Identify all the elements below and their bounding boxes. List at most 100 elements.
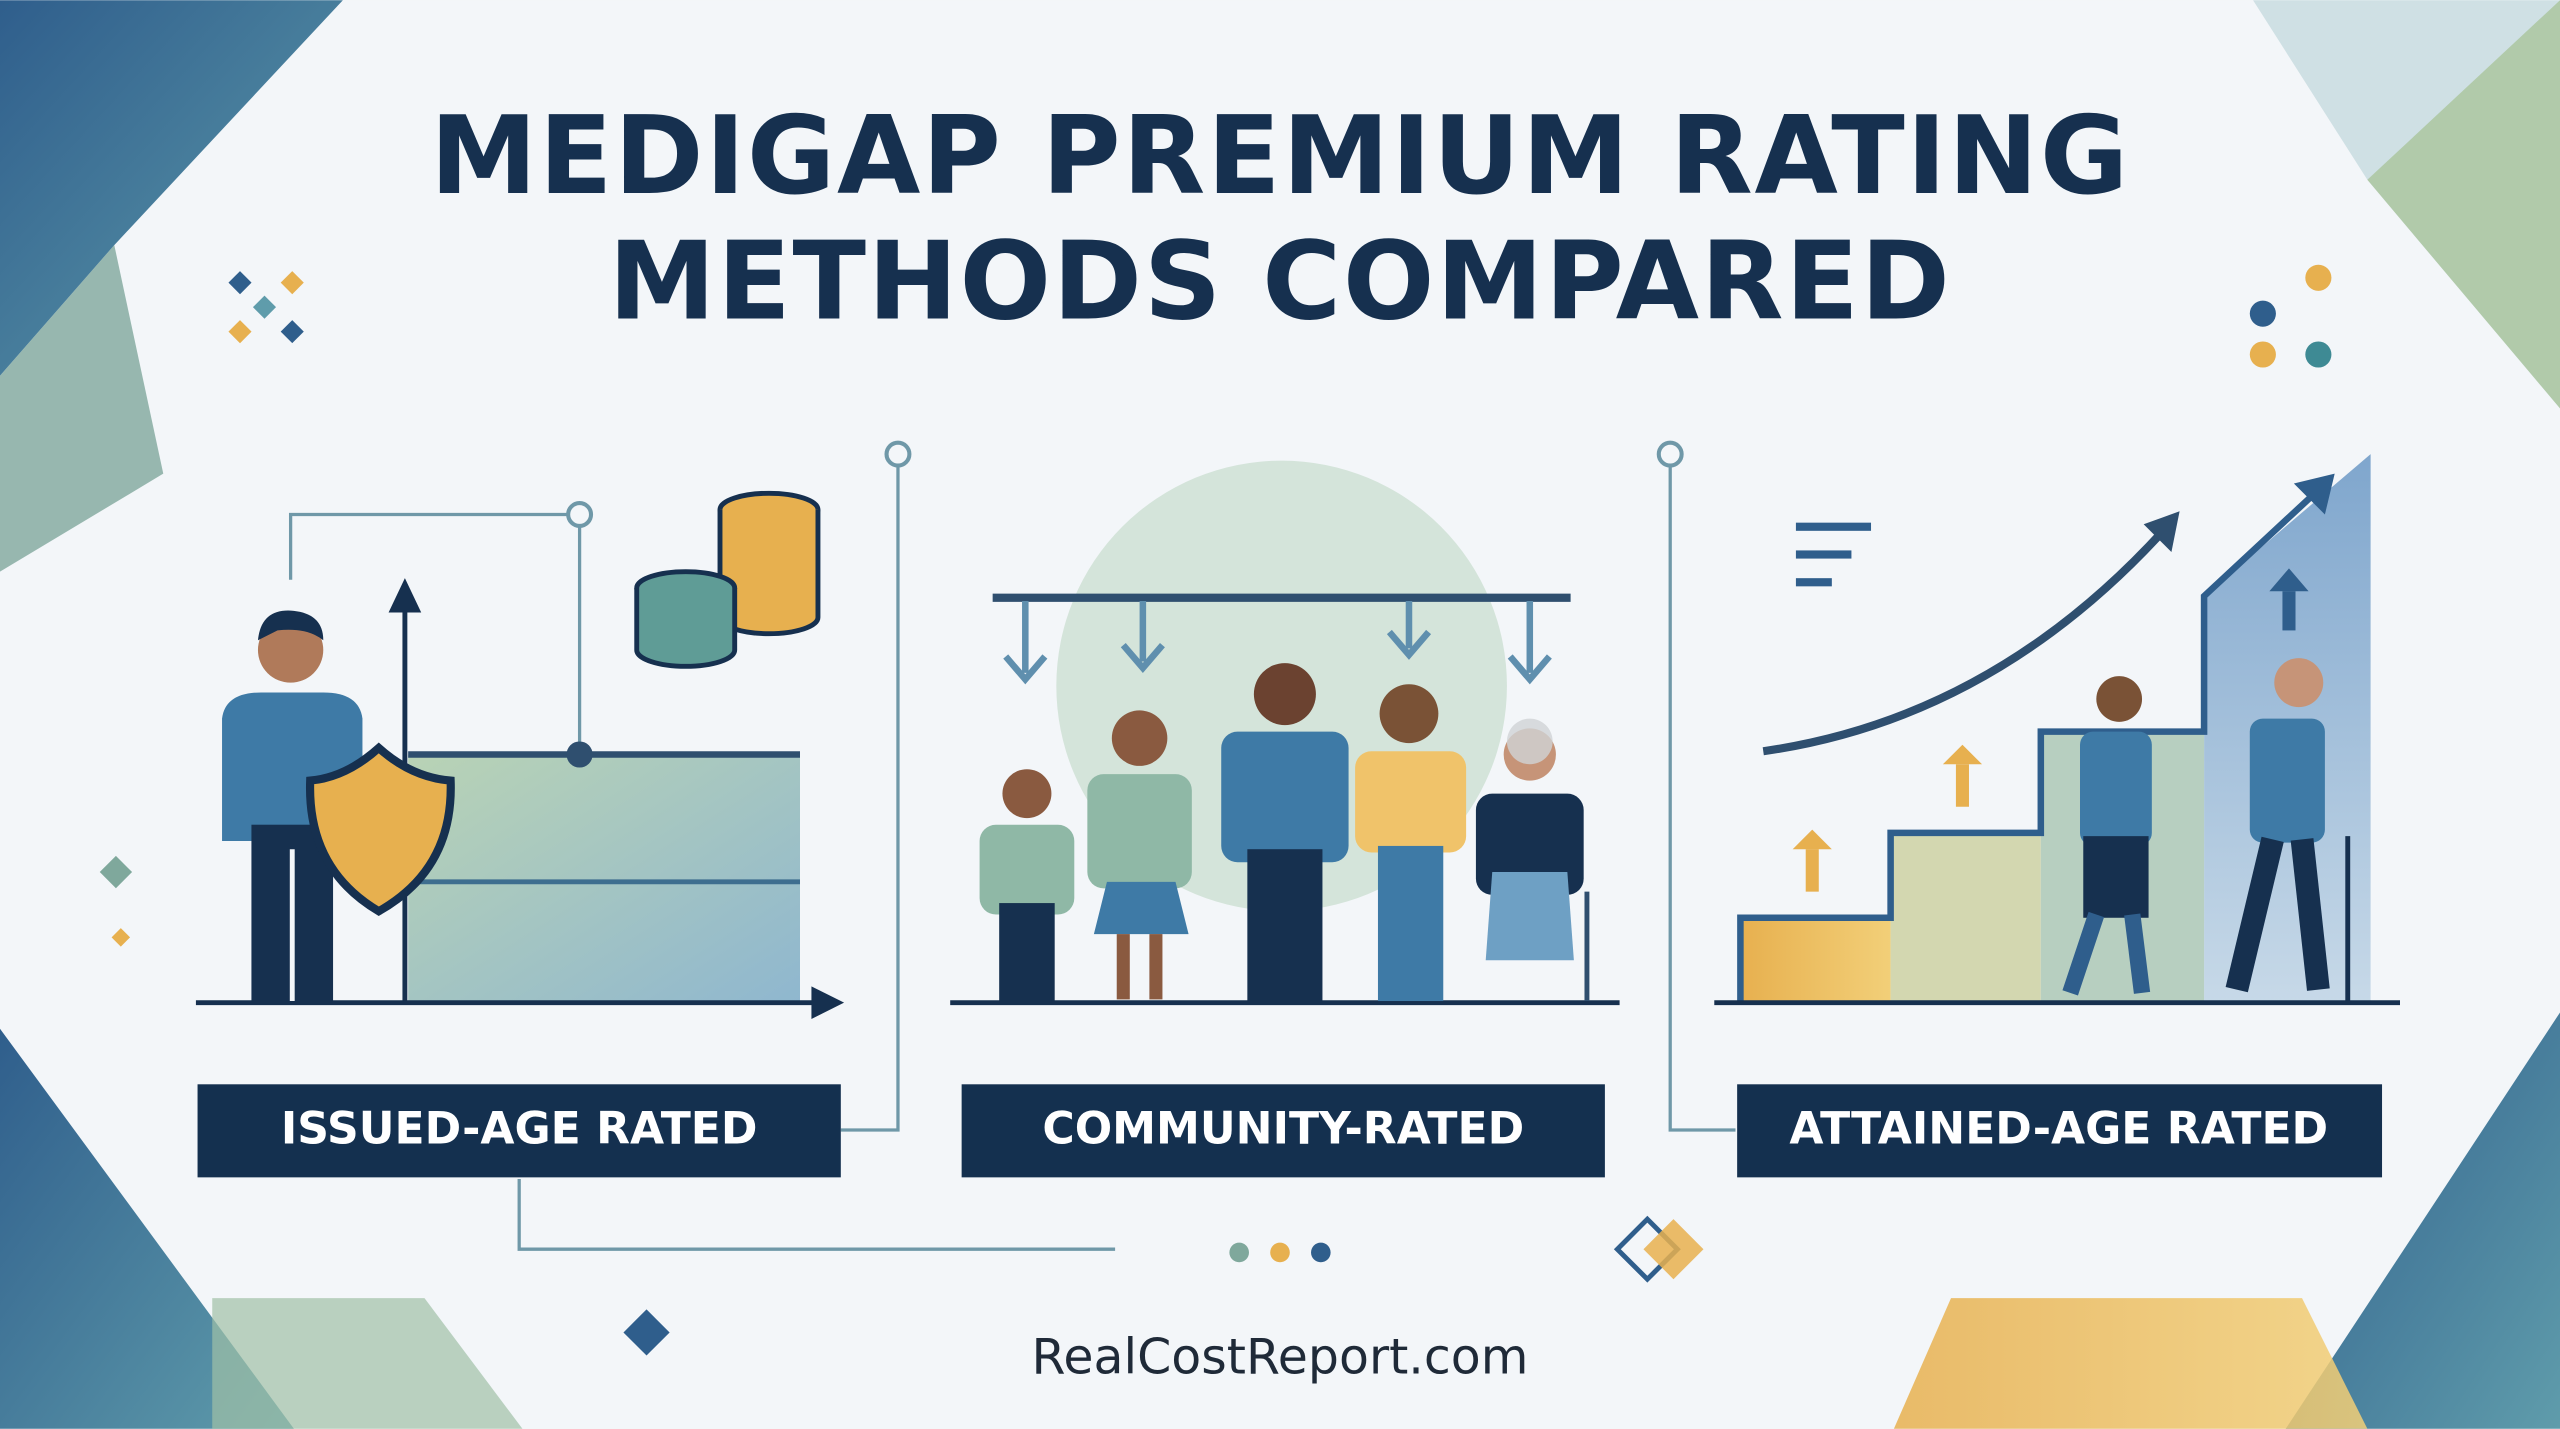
background-circle [1656,440,1684,468]
community-illustration-polygon [1485,872,1574,961]
community-illustration-g-polyline [1120,642,1165,673]
attained-age-illustration-rect [2083,836,2149,918]
issued-age-illustration-circle [566,741,593,768]
background-g [288,465,1736,1251]
community-illustration-rect [999,903,1055,1002]
attained-age-illustration-rect [1740,917,1891,1003]
background-circle [2249,300,2276,327]
attained-age-illustration-g [1795,522,1872,587]
attained-age-illustration-g-rect [2282,591,2296,631]
issued-age-illustration-rect [408,754,800,1003]
community-illustration-circle [1506,718,1553,765]
issued-age-illustration-circle [257,617,324,683]
attained-age-illustration-polyline [2062,911,2105,996]
attained-age-illustration-g-rect [1805,849,1819,892]
background-polygon [0,245,164,572]
community-illustration-rect [1116,934,1130,1000]
issued-age-illustration-g-path [634,587,738,669]
attained-age-illustration-g-polygon [1942,744,1983,765]
attained-age-illustration-path [1762,528,2167,756]
community-illustration-rect [1355,751,1467,853]
label-box [961,1084,1605,1178]
background-circle [2305,264,2332,291]
label-box [197,1084,841,1178]
attained-age-illustration-circle [2274,658,2324,708]
community-illustration-rect [1087,774,1192,889]
issued-age-illustration-g [634,490,821,669]
attained-age-illustration-rect [2080,731,2152,846]
community-illustration [950,460,1620,1006]
background-polygon [1893,1298,2368,1429]
background-g-polyline [288,512,582,755]
attained-age-illustration-g-polygon [2269,568,2309,592]
method-labels: ISSUED-AGE RATED COMMUNITY-RATED ATTAINE… [197,1084,2383,1178]
community-illustration-rect [979,824,1075,915]
attained-age-illustration-g [1792,744,1983,892]
label-box [1737,1084,2383,1178]
method-label: ATTAINED-AGE RATED [1789,1104,2328,1155]
background-g-polyline [1668,465,1736,1132]
background-circle [1229,1242,1249,1263]
title: MEDIGAP PREMIUM RATING METHODS COMPARED [430,94,2130,345]
background-polygon [2367,0,2560,409]
title-line: METHODS COMPARED [608,220,1951,345]
background-g [228,271,304,344]
community-illustration-polygon [1093,881,1189,935]
issued-age-illustration-path [257,610,324,641]
attained-age-illustration-polygon [2293,473,2335,515]
background-g-rect [228,271,252,295]
background-g-rect [280,271,304,295]
community-illustration-circle [1111,710,1168,766]
background-g-polyline [840,465,900,1132]
background-polygon [2285,1012,2560,1429]
attained-age-illustration-polyline [2290,838,2330,991]
community-illustration-rect [1149,934,1163,1000]
community-illustration-g-polyline [1386,629,1432,660]
issued-age-illustration [195,490,845,1019]
method-label: ISSUED-AGE RATED [281,1104,758,1155]
community-illustration-rect [1377,845,1444,1002]
attained-age-illustration-g-rect [1795,578,1832,587]
background-circle [1270,1242,1290,1263]
community-illustration-circle [1002,769,1052,819]
background-circle [566,501,594,528]
background-circle [2305,341,2332,368]
background-circle [884,440,912,468]
attained-age-illustration [1714,454,2400,1006]
attained-age-illustration-polygon [2143,511,2180,553]
background-g-polyline [517,1178,1116,1251]
community-illustration-rect [1475,793,1584,895]
attained-age-illustration-polyline [1737,487,2321,1003]
community-illustration-circle [1253,663,1316,726]
background-g-rect [228,320,252,344]
attained-age-illustration-rect [1890,832,2041,1003]
attained-age-illustration-g-rect [1955,764,1969,807]
community-illustration-rect [1221,731,1349,863]
attained-age-illustration-g-rect [1795,550,1852,559]
issued-age-illustration-polygon [811,986,845,1019]
community-illustration-g [1003,601,1552,685]
attained-age-illustration-polyline [2124,913,2151,994]
community-illustration-g-polyline [1003,654,1048,685]
background-circle [1311,1242,1331,1263]
background-polygon [0,0,343,376]
background-polygon [212,1298,523,1429]
method-label: COMMUNITY-RATED [1042,1104,1524,1155]
footer-url: RealCostReport.com [1032,1329,1529,1386]
issued-age-illustration-polygon [388,578,422,613]
attained-age-illustration-g-rect [1795,522,1872,531]
attained-age-illustration-g-polygon [1792,829,1832,850]
background-g [228,271,304,344]
background-g-rect [280,320,304,344]
community-illustration-circle [1379,684,1439,744]
attained-age-illustration-g [2269,568,2309,631]
background-circle [2249,341,2276,368]
issued-age-illustration-path [306,742,455,916]
attained-age-illustration-polyline [2225,836,2284,993]
community-illustration-g-polyline [1507,654,1552,685]
attained-age-illustration-circle [2096,676,2143,722]
title-line: MEDIGAP PREMIUM RATING [430,94,2130,219]
background-rect [252,295,277,319]
